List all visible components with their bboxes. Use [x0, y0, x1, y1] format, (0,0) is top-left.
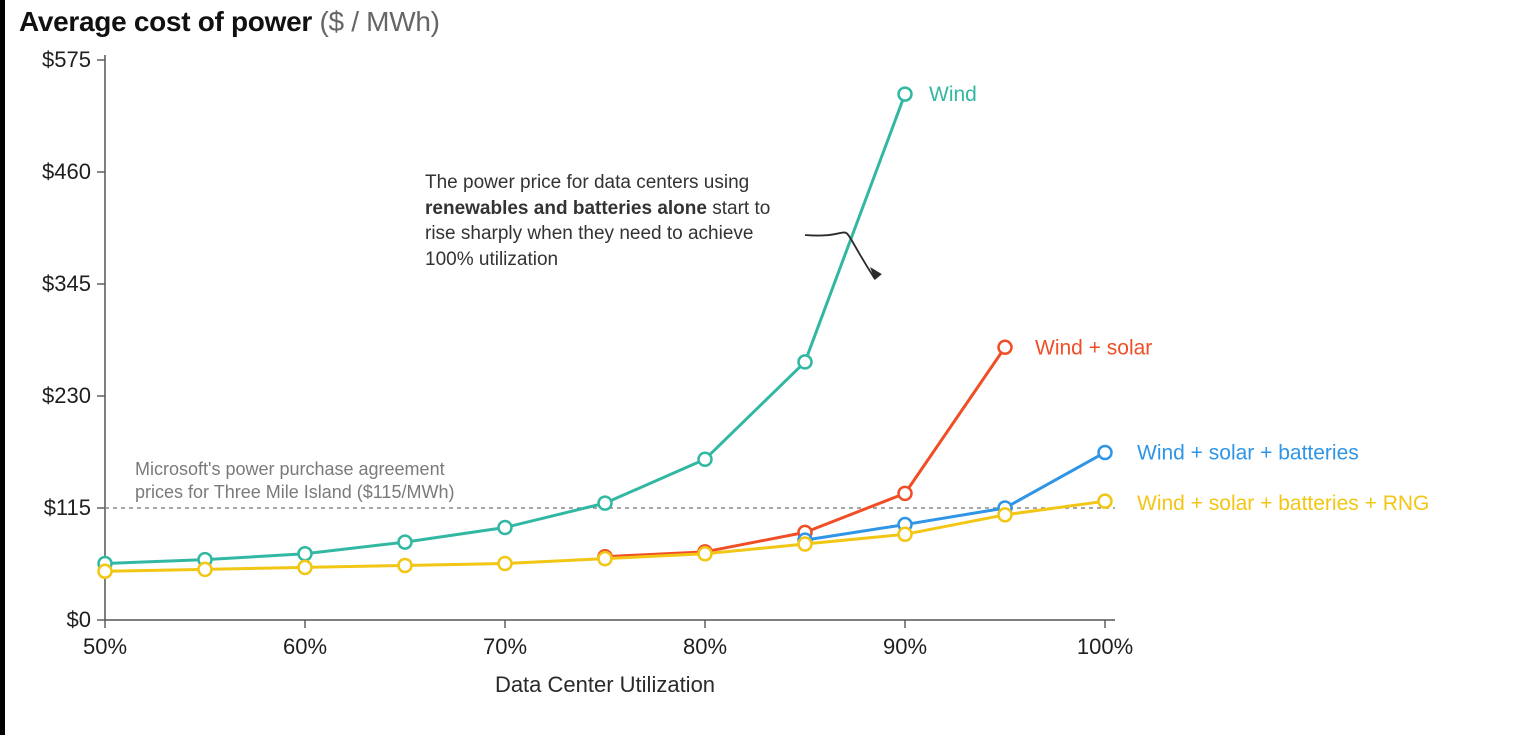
x-tick-label: 70%: [483, 634, 527, 659]
series-marker: [999, 341, 1012, 354]
chart-annotation: The power price for data centers using r…: [425, 170, 795, 273]
series-marker: [399, 536, 412, 549]
annotation-bold: renewables and batteries alone: [425, 198, 707, 219]
x-tick-label: 80%: [683, 634, 727, 659]
x-tick-label: 60%: [283, 634, 327, 659]
reference-line-label-1: Microsoft's power purchase agreement: [135, 459, 445, 479]
series-marker: [799, 538, 812, 551]
series-label: Wind: [929, 83, 977, 106]
x-tick-label: 100%: [1077, 634, 1133, 659]
x-tick-label: 50%: [83, 634, 127, 659]
series-label: Wind + solar + batteries: [1137, 441, 1359, 464]
series-marker: [699, 453, 712, 466]
series-label: Wind + solar: [1035, 336, 1152, 359]
series-marker: [599, 497, 612, 510]
annotation-arrowhead: [871, 268, 881, 279]
series-marker: [199, 563, 212, 576]
series-marker: [599, 552, 612, 565]
y-tick-label: $0: [67, 607, 91, 632]
series-marker: [899, 487, 912, 500]
series-marker: [299, 561, 312, 574]
series-label: Wind + solar + batteries + RNG: [1137, 492, 1429, 515]
series-marker: [799, 355, 812, 368]
series-marker: [899, 528, 912, 541]
x-tick-label: 90%: [883, 634, 927, 659]
reference-line-label-2: prices for Three Mile Island ($115/MWh): [135, 482, 454, 502]
page: Average cost of power ($ / MWh) $0$115$2…: [0, 0, 1536, 735]
series-marker: [899, 88, 912, 101]
y-tick-label: $460: [42, 159, 91, 184]
series-marker: [299, 547, 312, 560]
series-line: [805, 452, 1105, 540]
chart-svg: $0 $115 $230 $345 $460 $575 50% 60% 70% 80% 90% 100…: [5, 0, 1536, 735]
series-marker: [999, 508, 1012, 521]
series-marker: [399, 559, 412, 572]
series-marker: [1099, 446, 1112, 459]
series-marker: [1099, 495, 1112, 508]
series-marker: [99, 565, 112, 578]
y-tick-label: $345: [42, 271, 91, 296]
series-marker: [499, 521, 512, 534]
y-tick-label: $575: [42, 47, 91, 72]
y-tick-label: $230: [42, 383, 91, 408]
annotation-pre: The power price for data centers using: [425, 172, 749, 193]
series-marker: [499, 557, 512, 570]
series-marker: [699, 547, 712, 560]
x-axis-label: Data Center Utilization: [495, 672, 715, 697]
reference-line-label: Microsoft's power purchase agreement pri…: [135, 458, 454, 505]
y-tick-label: $115: [44, 495, 91, 520]
